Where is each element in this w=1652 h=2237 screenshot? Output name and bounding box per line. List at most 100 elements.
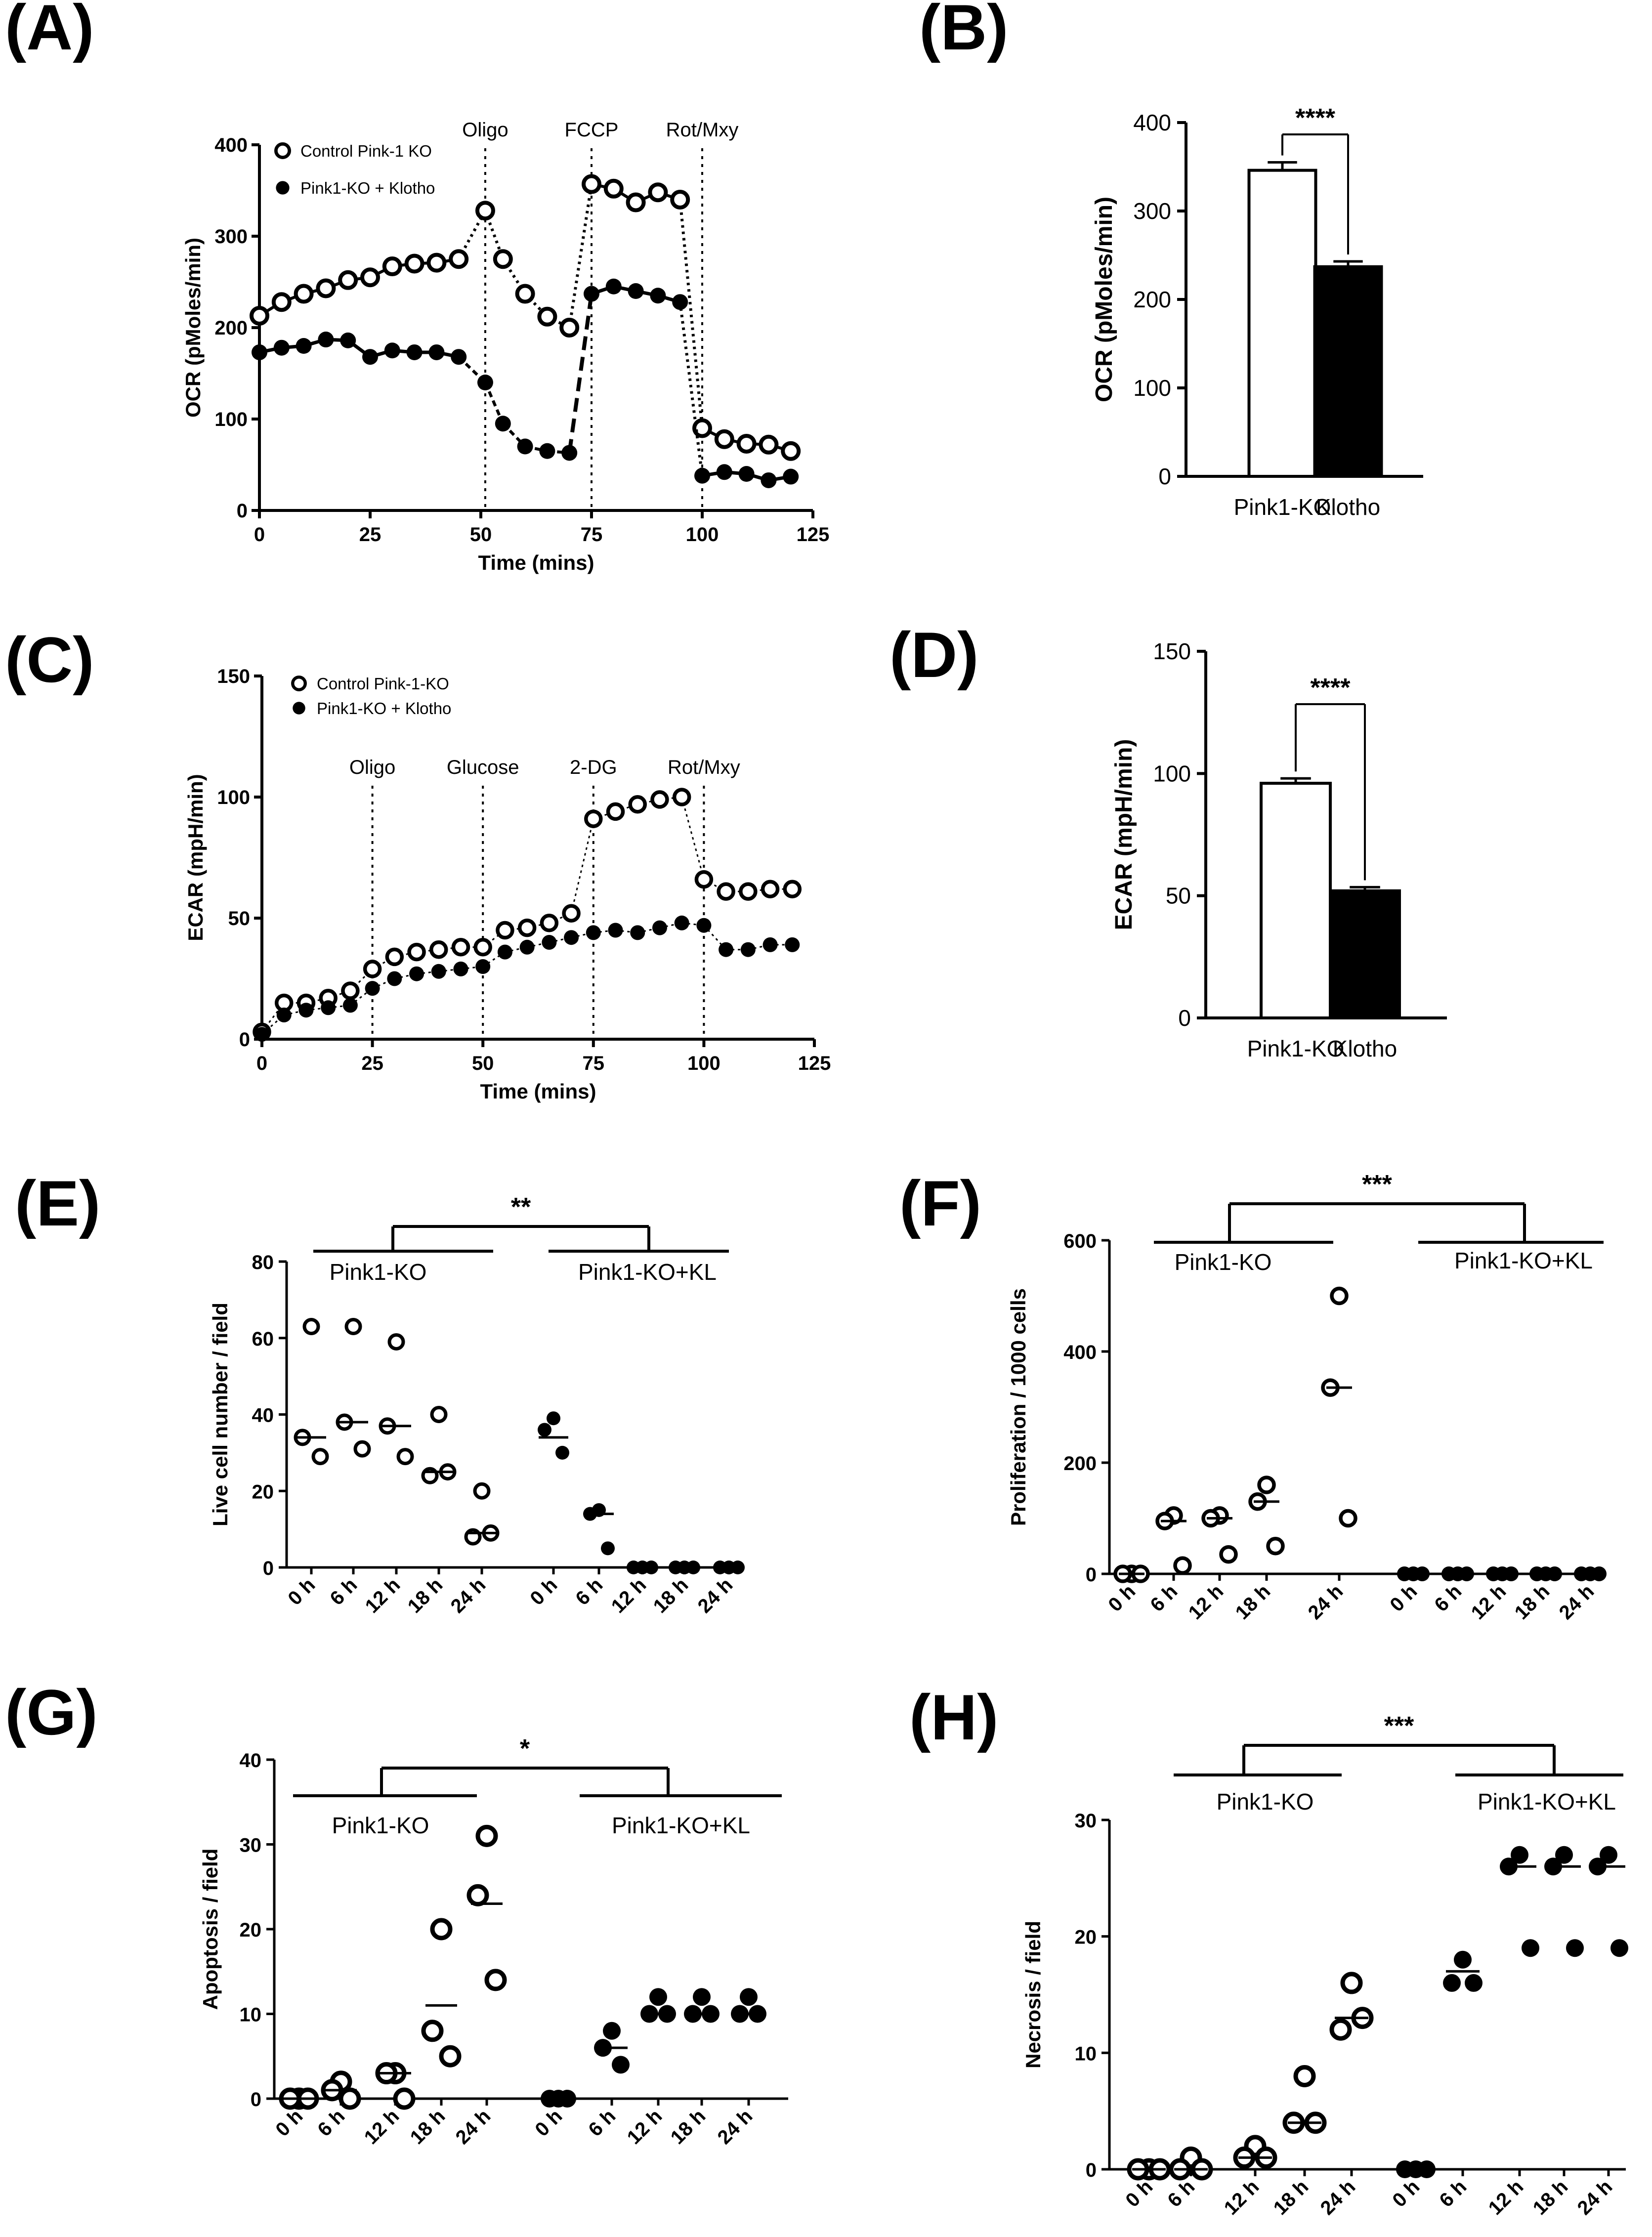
- data-point: [612, 2056, 630, 2074]
- y-tick-label: 200: [1133, 287, 1171, 312]
- data-point: [738, 466, 755, 482]
- data-point: [542, 935, 557, 950]
- group-bracket: * Pink1-KO Pink1-KO+KL: [293, 1734, 782, 1838]
- bar: [1313, 265, 1383, 478]
- legend-marker: [274, 142, 292, 159]
- data-point: [340, 332, 356, 348]
- data-point: [296, 338, 312, 354]
- y-tick-label: 200: [214, 317, 248, 339]
- data-point: [1454, 1950, 1472, 1969]
- data-point: [603, 178, 624, 199]
- data-point: [406, 344, 423, 360]
- y-tick-label: 600: [1063, 1230, 1097, 1252]
- series-segment: [372, 956, 395, 970]
- data-point: [1555, 1846, 1573, 1864]
- y-tick-label: 100: [1153, 760, 1191, 786]
- data-point: [1330, 1286, 1349, 1306]
- x-tick-label: 100: [687, 1053, 720, 1074]
- panel-label-D: (D): [890, 619, 978, 691]
- data-point: [692, 418, 712, 438]
- data-point: [431, 964, 446, 979]
- y-tick-label: 50: [1166, 883, 1191, 909]
- y-tick-label: 0: [1086, 2159, 1097, 2181]
- category-label: 0 h: [1388, 2176, 1424, 2211]
- data-point: [439, 2045, 462, 2068]
- data-point: [360, 267, 380, 288]
- data-point: [1511, 1846, 1528, 1864]
- bar: [1260, 782, 1332, 1019]
- y-tick-label: 50: [228, 908, 251, 929]
- significance-stars: ***: [1384, 1712, 1414, 1740]
- y-tick-label: 30: [1075, 1810, 1097, 1832]
- category-label: Pink1-KO: [1234, 494, 1331, 520]
- y-axis-title: OCR (pMoles/min): [181, 238, 205, 418]
- x-tick-label: 75: [581, 524, 603, 546]
- group-label: Pink1-KO+KL: [612, 1813, 750, 1838]
- series-segment: [703, 879, 726, 892]
- injection-label: Glucose: [447, 757, 519, 778]
- y-tick-label: 150: [1153, 638, 1191, 664]
- data-point: [421, 2020, 444, 2042]
- category-label: 6 h: [571, 1574, 607, 1609]
- y-tick-label: 0: [1158, 464, 1171, 489]
- data-point: [672, 788, 691, 806]
- data-point: [517, 438, 533, 455]
- data-point: [1566, 1939, 1584, 1957]
- data-point: [429, 940, 448, 959]
- data-point: [344, 1318, 362, 1336]
- y-tick-label: 20: [252, 1481, 274, 1503]
- category-label: 6 h: [1435, 2176, 1471, 2211]
- data-point: [475, 1824, 498, 1847]
- panel-label-B: (B): [919, 0, 1008, 63]
- data-point: [1257, 1476, 1276, 1494]
- data-point: [630, 925, 645, 940]
- data-point: [302, 1318, 320, 1336]
- series-segment: [568, 184, 593, 328]
- category-label: 0 h: [1104, 1580, 1140, 1616]
- series-segment: [678, 199, 704, 428]
- legend-marker: [276, 181, 290, 195]
- series-segment: [567, 293, 593, 454]
- data-point: [555, 1445, 569, 1460]
- data-point: [276, 1008, 292, 1022]
- data-point: [496, 921, 514, 940]
- data-point: [321, 1000, 336, 1015]
- group-label: Pink1-KO+KL: [578, 1259, 717, 1285]
- y-tick-label: 10: [240, 2004, 262, 2026]
- category-label: 24 h: [1555, 1580, 1599, 1624]
- chart-A: 0 100 200 300 400 0 25 50 75 100 125 Time (mins) OCR…: [181, 119, 829, 574]
- data-point: [430, 1406, 448, 1423]
- data-point: [1266, 1537, 1285, 1556]
- group-label: Pink1-KO+KL: [1478, 1789, 1616, 1815]
- category-label: 18 h: [1511, 1580, 1554, 1624]
- data-point: [517, 918, 537, 937]
- data-point: [475, 201, 495, 221]
- category-label: 6 h: [1430, 1580, 1466, 1616]
- data-point: [606, 802, 625, 821]
- data-point: [515, 284, 535, 304]
- data-point: [318, 332, 334, 348]
- data-point: [1173, 1556, 1192, 1575]
- y-tick-label: 40: [252, 1405, 274, 1427]
- y-tick-label: 10: [1075, 2043, 1097, 2065]
- data-point: [584, 809, 603, 828]
- data-point: [1600, 1846, 1617, 1864]
- x-tick-label: 50: [472, 1053, 494, 1074]
- y-tick-label: 0: [251, 2089, 261, 2110]
- data-point: [493, 249, 513, 269]
- series-segment: [484, 381, 505, 424]
- data-point: [252, 344, 267, 360]
- category-label: Klotho: [1333, 1036, 1397, 1061]
- significance-stars: ***: [1362, 1170, 1392, 1199]
- chart-B: 0 100 200 300 400 OCR (pMoles/min) Pink1-KOKlo…: [1091, 104, 1423, 520]
- y-tick-label: 300: [1133, 198, 1171, 224]
- data-point: [294, 284, 314, 304]
- data-point: [628, 795, 647, 814]
- data-point: [783, 880, 802, 898]
- data-point: [385, 947, 404, 967]
- data-point: [428, 344, 445, 360]
- data-point: [339, 2087, 361, 2110]
